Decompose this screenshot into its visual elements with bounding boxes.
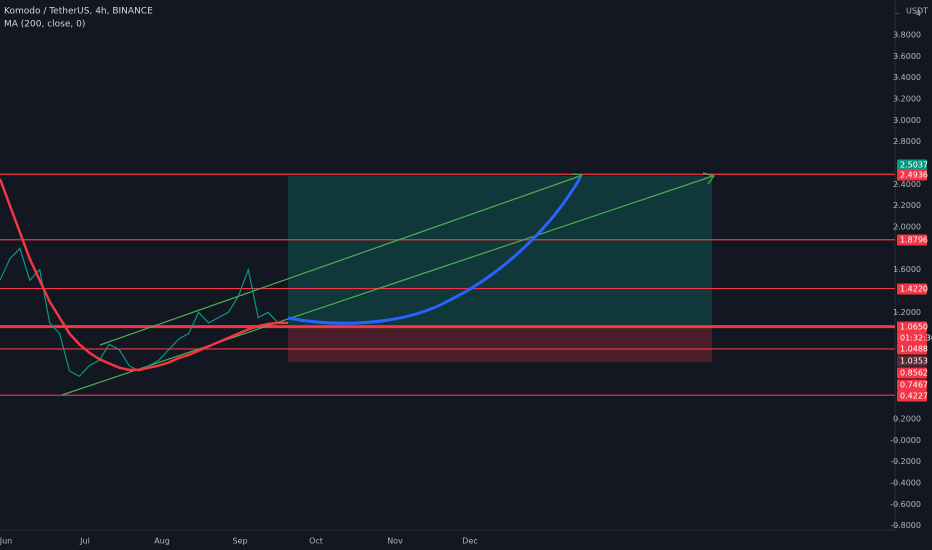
price-tag bbox=[897, 169, 927, 181]
price-label: 3.8000 bbox=[893, 30, 921, 39]
price-label: 1.6000 bbox=[893, 265, 921, 274]
price-label: 4 bbox=[916, 9, 921, 18]
price-label: -0.0000 bbox=[890, 436, 921, 445]
trend-line[interactable] bbox=[61, 175, 714, 396]
price-tag-text: 01:32:36 bbox=[900, 334, 932, 343]
price-tag bbox=[897, 234, 927, 246]
projection-curve[interactable] bbox=[287, 177, 582, 325]
indicator-label: MA (200, close, 0) bbox=[4, 20, 85, 30]
price-label: 3.4000 bbox=[893, 73, 921, 82]
price-tag bbox=[897, 283, 927, 295]
time-label: Sep bbox=[232, 537, 247, 546]
price-tag bbox=[897, 332, 927, 344]
price-label: 1.2000 bbox=[893, 308, 921, 317]
price-tag-text: 1.0650 bbox=[900, 323, 928, 332]
price-label: 3.0000 bbox=[893, 116, 921, 125]
price-tag bbox=[897, 390, 927, 402]
price-label: -0.2000 bbox=[890, 457, 921, 466]
price-tag bbox=[897, 355, 927, 367]
arrow-head bbox=[702, 172, 716, 185]
price-tag-text: 2.5037 bbox=[900, 161, 928, 170]
price-tag bbox=[897, 321, 927, 333]
price-label: 2.2000 bbox=[893, 201, 921, 210]
price-label: 2.0000 bbox=[893, 222, 921, 231]
unit-label: USDT bbox=[906, 7, 928, 16]
price-tag bbox=[897, 159, 927, 171]
time-label: Jul bbox=[79, 537, 90, 546]
time-label: Dec bbox=[462, 537, 477, 546]
target-zone[interactable] bbox=[288, 176, 712, 328]
price-tag-text: 1.0488 bbox=[900, 345, 928, 354]
price-label: -0.6000 bbox=[890, 500, 921, 509]
time-label: Oct bbox=[309, 537, 323, 546]
stop-zone[interactable] bbox=[288, 328, 712, 362]
price-label: 0.2000 bbox=[893, 414, 921, 423]
price-tag bbox=[897, 343, 927, 355]
price-label: 3.2000 bbox=[893, 94, 921, 103]
price-label: 2.8000 bbox=[893, 137, 921, 146]
symbol-title: Komodo / TetherUS, 4h, BINANCE bbox=[4, 7, 153, 17]
trend-line[interactable] bbox=[99, 175, 581, 346]
ma-line bbox=[0, 178, 288, 372]
price-tag bbox=[897, 367, 927, 379]
price-tag-text: 0.4227 bbox=[900, 392, 928, 401]
price-tag-text: 2.4936 bbox=[900, 171, 928, 180]
price-label: 2.4000 bbox=[893, 180, 921, 189]
price-tag-text: 0.7467 bbox=[900, 381, 928, 390]
price-label: -0.8000 bbox=[890, 521, 921, 530]
price-tag-text: 0.8562 bbox=[900, 369, 928, 378]
price-label: -0.4000 bbox=[890, 478, 921, 487]
price-label: 3.6000 bbox=[893, 52, 921, 61]
time-label: Jun bbox=[0, 537, 12, 546]
price-tag-text: 1.4220 bbox=[900, 285, 928, 294]
time-label: Nov bbox=[387, 537, 403, 546]
price-tag-text: 1.8796 bbox=[900, 236, 928, 245]
price-tag bbox=[897, 379, 927, 391]
price-tag-text: 1.0353 bbox=[900, 357, 928, 366]
time-label: Aug bbox=[154, 537, 170, 546]
